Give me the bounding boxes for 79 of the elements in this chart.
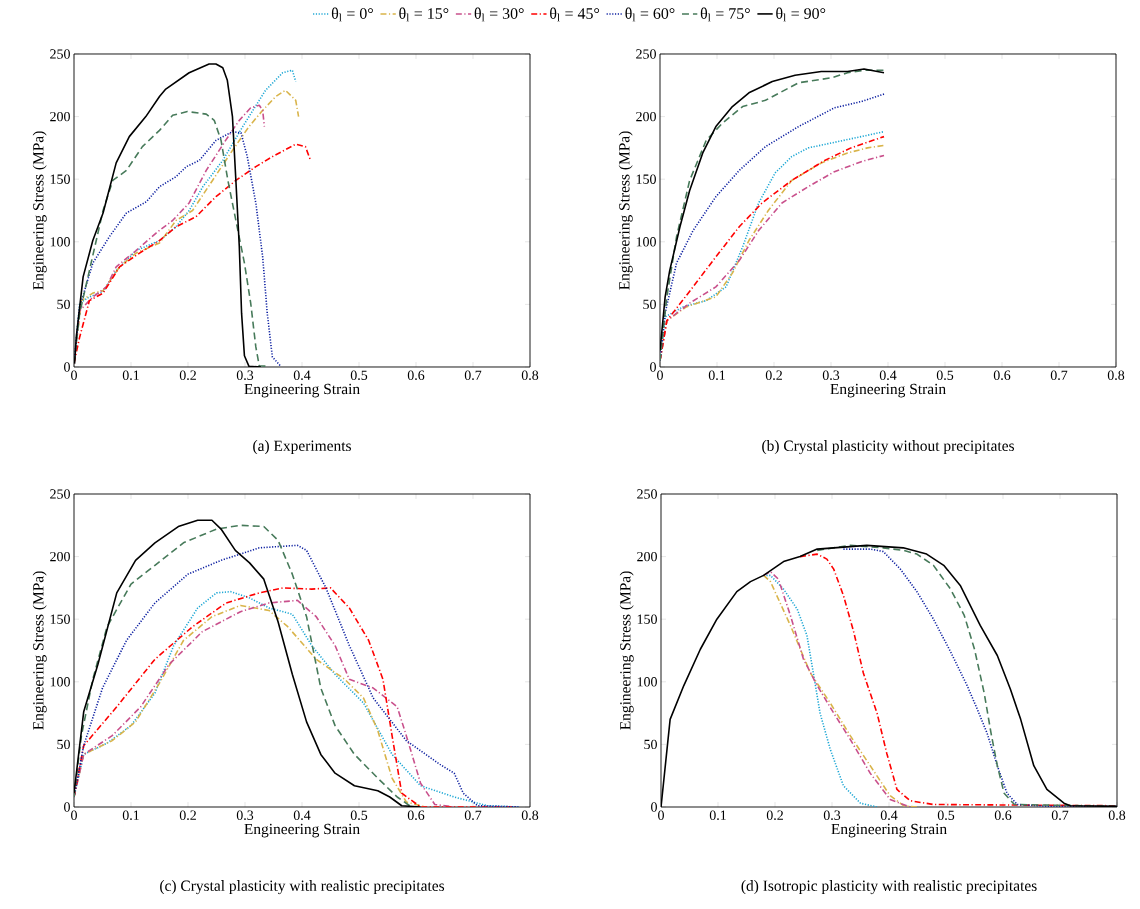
x-tick-label: 0 <box>71 370 77 380</box>
x-tick-label: 0.2 <box>765 370 782 380</box>
y-tick-label: 0 <box>64 362 70 372</box>
y-tick-label: 150 <box>50 614 70 624</box>
x-tick-label: 0.7 <box>464 810 482 820</box>
x-tick-label: 0.3 <box>823 810 841 820</box>
x-tick-label: 0.4 <box>880 810 898 820</box>
y-tick-label: 200 <box>636 111 656 122</box>
x-tick-label: 0.6 <box>407 370 425 380</box>
x-tick-label: 0 <box>658 810 664 820</box>
legend-label: θ$_{l}$ = 30° <box>474 7 524 22</box>
y-tick-label: 50 <box>644 739 657 750</box>
y-tick-label: 100 <box>636 237 656 247</box>
y-tick-label: 0 <box>64 802 70 812</box>
y-axis-title: Engineering Stress (MPa) <box>32 131 47 290</box>
x-tick-label: 0.6 <box>994 810 1012 820</box>
x-tick-label: 0.6 <box>993 370 1011 380</box>
legend-label: θ$_{l}$ = 60° <box>625 7 675 22</box>
x-tick-label: 0.5 <box>350 370 368 380</box>
text: (a) Experiments <box>253 440 351 455</box>
y-tick-label: 150 <box>637 614 657 624</box>
x-tick-label: 0.7 <box>1051 810 1069 820</box>
y-tick-label: 100 <box>50 237 70 247</box>
legend-label: θ$_{l}$ = 15° <box>399 7 449 22</box>
x-tick-label: 0.7 <box>464 370 482 380</box>
x-tick-label: 0.2 <box>179 810 196 820</box>
y-tick-label: 250 <box>50 489 70 499</box>
x-tick-label: 0.7 <box>1050 370 1068 380</box>
legend-label: θ$_{l}$ = 0° <box>331 7 373 22</box>
x-tick-label: 0.6 <box>407 810 425 820</box>
x-tick-label: 0.3 <box>822 370 840 380</box>
line-series <box>74 544 520 807</box>
x-tick-label: 0 <box>71 810 77 820</box>
y-axis-title: Engineering Stress (MPa) <box>618 131 633 290</box>
x-tick-label: 0.1 <box>708 370 725 380</box>
y-axis-title: Engineering Stress (MPa) <box>619 571 634 730</box>
y-tick-label: 150 <box>636 174 656 184</box>
text: (b) Crystal plasticity without precipitates <box>762 440 1015 455</box>
legend-label: θ$_{l}$ = 90° <box>776 7 826 22</box>
x-axis-title: Engineering Strain <box>244 823 360 838</box>
y-tick-label: 250 <box>637 489 657 499</box>
y-tick-label: 200 <box>50 111 70 122</box>
x-tick-label: 0.8 <box>1108 810 1126 820</box>
y-tick-label: 150 <box>50 174 70 184</box>
x-tick-label: 0.4 <box>293 810 311 820</box>
y-tick-label: 0 <box>650 362 656 372</box>
x-tick-label: 0.2 <box>766 810 783 820</box>
y-tick-label: 250 <box>636 49 656 59</box>
x-tick-label: 0.1 <box>709 810 726 820</box>
x-tick-label: 0.5 <box>350 810 368 820</box>
y-tick-label: 50 <box>57 739 70 750</box>
x-axis-title: Engineering Strain <box>244 383 360 398</box>
x-tick-label: 0.3 <box>236 810 254 820</box>
x-axis-title: Engineering Strain <box>831 823 947 838</box>
y-tick-label: 100 <box>50 677 70 687</box>
x-tick-label: 0.3 <box>236 370 254 380</box>
y-axis-title: Engineering Stress (MPa) <box>32 571 47 730</box>
y-tick-label: 0 <box>651 802 657 812</box>
y-tick-label: 100 <box>637 677 657 687</box>
x-tick-label: 0.1 <box>122 370 139 380</box>
x-tick-label: 0.1 <box>122 810 139 820</box>
y-tick-label: 50 <box>643 299 656 310</box>
x-tick-label: 0.4 <box>879 370 897 380</box>
legend-label: θ$_{l}$ = 45° <box>550 7 600 22</box>
x-tick-label: 0.8 <box>521 370 539 380</box>
y-tick-label: 200 <box>50 551 70 562</box>
x-tick-label: 0.8 <box>1107 370 1125 380</box>
x-axis-title: Engineering Strain <box>830 383 946 398</box>
x-tick-label: 0.2 <box>179 370 196 380</box>
x-tick-label: 0.8 <box>521 810 539 820</box>
text: (c) Crystal plasticity with realistic precipitates <box>160 880 445 895</box>
x-tick-label: 0.5 <box>936 370 954 380</box>
x-tick-label: 0.4 <box>293 370 311 380</box>
text: (d) Isotropic plasticity with realistic precipitates <box>741 880 1037 895</box>
y-tick-label: 200 <box>637 551 657 562</box>
x-tick-label: 0.5 <box>937 810 955 820</box>
y-tick-label: 50 <box>57 299 70 310</box>
y-tick-label: 250 <box>50 49 70 59</box>
legend-label: θ$_{l}$ = 75° <box>700 7 750 22</box>
